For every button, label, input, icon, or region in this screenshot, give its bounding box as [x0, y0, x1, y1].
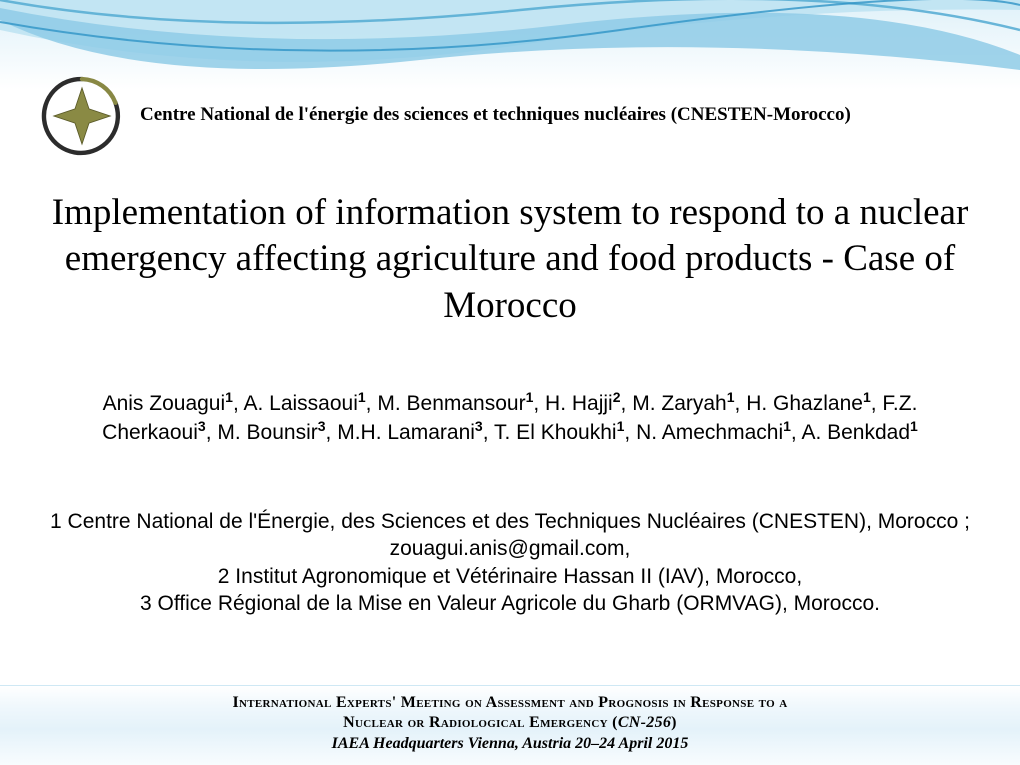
footer-venue: IAEA Headquarters Vienna, Austria 20–24 … — [0, 734, 1020, 755]
affil-sup: 1 — [783, 418, 791, 434]
footer-meeting-title-1: International Experts' Meeting on Assess… — [0, 693, 1020, 714]
footer-text-part: Nuclear or Radiological Emergency ( — [343, 714, 618, 731]
affiliation-line: 2 Institut Agronomique et Vétérinaire Ha… — [40, 563, 980, 590]
author: N. Amechmachi — [636, 421, 783, 444]
author: H. Hajji — [545, 392, 613, 415]
organization-name: Centre National de l'énergie des science… — [140, 104, 990, 126]
affil-sup: 3 — [198, 418, 206, 434]
authors-block: Anis Zouagui1, A. Laissaoui1, M. Benmans… — [50, 388, 970, 447]
author: H. Ghazlane — [746, 392, 863, 415]
author: M.H. Lamarani — [337, 421, 475, 444]
footer-meeting-title-2: Nuclear or Radiological Emergency (CN-25… — [0, 713, 1020, 734]
footer-text-part: ) — [671, 714, 677, 731]
author: A. Laissaoui — [243, 392, 357, 415]
affil-sup: 1 — [526, 389, 534, 405]
logo-svg — [38, 72, 126, 160]
affiliation-line: 1 Centre National de l'Énergie, des Scie… — [40, 508, 980, 563]
affiliations-block: 1 Centre National de l'Énergie, des Scie… — [40, 508, 980, 617]
footer-code: CN-256 — [618, 714, 671, 731]
affil-sup: 1 — [358, 389, 366, 405]
author: M. Benmansour — [377, 392, 525, 415]
affil-sup: 3 — [475, 418, 483, 434]
author: A. Benkdad — [801, 421, 910, 444]
affiliation-line: 3 Office Régional de la Mise en Valeur A… — [40, 590, 980, 617]
affil-sup: 1 — [617, 418, 625, 434]
author: M. Zaryah — [632, 392, 727, 415]
author: T. El Khoukhi — [494, 421, 617, 444]
affil-sup: 3 — [318, 418, 326, 434]
affil-sup: 1 — [910, 418, 918, 434]
slide-root: Centre National de l'énergie des science… — [0, 0, 1020, 765]
page-title: Implementation of information system to … — [30, 190, 990, 329]
footer-text: International Experts' Meeting on Assess… — [0, 693, 1020, 755]
author: M. Bounsir — [217, 421, 317, 444]
affil-sup: 2 — [613, 389, 621, 405]
affil-sup: 1 — [727, 389, 735, 405]
affil-sup: 1 — [225, 389, 233, 405]
author: Anis Zouagui — [103, 392, 226, 415]
decorative-wave-top — [0, 0, 1020, 160]
cnesten-logo — [38, 72, 126, 160]
affil-sup: 1 — [863, 389, 871, 405]
